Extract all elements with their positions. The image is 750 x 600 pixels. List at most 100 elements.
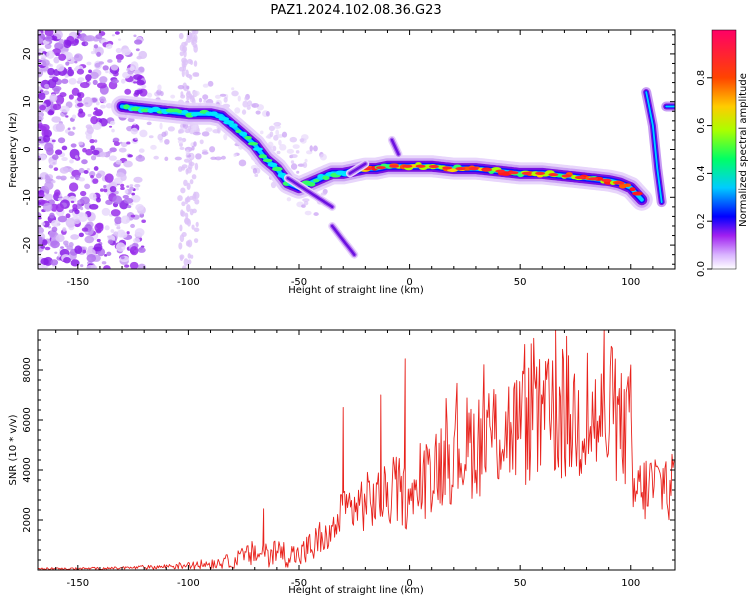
noise-speckle bbox=[120, 256, 125, 260]
ridge-blob bbox=[229, 123, 238, 128]
secondary-ridge-layer bbox=[390, 138, 400, 156]
noise-speckle bbox=[102, 65, 109, 71]
noise-speckle bbox=[129, 245, 139, 256]
noise-speckle bbox=[304, 210, 312, 216]
noise-speckle bbox=[274, 123, 279, 127]
noise-speckle bbox=[286, 197, 292, 202]
noise-speckle bbox=[207, 80, 214, 87]
noise-speckle bbox=[51, 154, 59, 160]
noise-speckle bbox=[131, 194, 141, 203]
noise-speckle bbox=[57, 137, 66, 144]
noise-speckle bbox=[268, 125, 275, 132]
noise-speckle bbox=[186, 218, 192, 227]
noise-speckle bbox=[290, 163, 298, 170]
noise-speckle bbox=[86, 167, 90, 171]
ridge-peak bbox=[588, 177, 599, 181]
noise-speckle bbox=[309, 145, 313, 152]
noise-speckle bbox=[183, 179, 188, 187]
noise-speckle bbox=[84, 183, 91, 190]
noise-speckle bbox=[223, 133, 228, 141]
noise-speckle bbox=[41, 239, 48, 246]
ridge-blob bbox=[624, 183, 632, 187]
noise-speckle bbox=[51, 139, 56, 143]
noise-speckle bbox=[275, 129, 280, 136]
noise-speckle bbox=[238, 159, 247, 167]
noise-speckle bbox=[65, 213, 71, 219]
noise-speckle bbox=[110, 64, 119, 71]
noise-speckle bbox=[105, 69, 109, 74]
noise-speckle bbox=[53, 56, 60, 64]
noise-speckle bbox=[188, 163, 193, 170]
noise-speckle bbox=[131, 192, 136, 196]
noise-speckle bbox=[39, 104, 47, 111]
noise-speckle bbox=[136, 79, 145, 86]
noise-speckle bbox=[135, 203, 145, 211]
noise-speckle bbox=[86, 126, 94, 135]
noise-speckle bbox=[68, 241, 74, 248]
ridge-peak bbox=[428, 164, 439, 169]
ridge-blob bbox=[235, 129, 242, 133]
noise-speckle bbox=[38, 48, 41, 52]
colorbar-tick-label: 0.8 bbox=[696, 70, 707, 86]
noise-speckle bbox=[177, 85, 185, 90]
noise-speckle bbox=[78, 108, 84, 114]
noise-speckle bbox=[108, 155, 117, 161]
noise-speckle bbox=[84, 235, 95, 244]
noise-speckle bbox=[92, 110, 101, 116]
noise-speckle bbox=[117, 58, 122, 63]
ridge-peak bbox=[455, 167, 466, 171]
noise-speckle bbox=[214, 156, 222, 161]
noise-speckle bbox=[112, 195, 123, 205]
noise-speckle bbox=[74, 100, 79, 104]
noise-speckle bbox=[73, 67, 79, 71]
y-tick-label: 4000 bbox=[22, 457, 33, 482]
noise-speckle bbox=[179, 44, 184, 52]
noise-speckle bbox=[181, 69, 185, 78]
x-tick-label: 100 bbox=[621, 578, 640, 589]
noise-speckle bbox=[189, 74, 193, 80]
noise-speckle bbox=[61, 78, 69, 84]
ridge-blob bbox=[258, 154, 267, 159]
x-tick-label: 0 bbox=[406, 578, 412, 589]
noise-speckle bbox=[59, 167, 69, 174]
ridge-blob bbox=[267, 162, 278, 167]
noise-speckle bbox=[85, 74, 92, 82]
noise-speckle bbox=[164, 138, 170, 145]
noise-speckle bbox=[177, 195, 183, 202]
noise-speckle bbox=[132, 74, 143, 81]
noise-speckle bbox=[110, 209, 121, 217]
noise-speckle bbox=[137, 263, 147, 269]
noise-speckle bbox=[296, 170, 300, 174]
noise-speckle bbox=[91, 97, 98, 103]
ridge-blob bbox=[252, 147, 264, 151]
noise-speckle bbox=[191, 145, 195, 151]
noise-speckle bbox=[184, 197, 189, 205]
noise-speckle bbox=[120, 78, 126, 84]
ridge-blob bbox=[313, 179, 320, 183]
spectrogram-y-label: Frequency (Hz) bbox=[8, 112, 19, 188]
noise-speckle bbox=[223, 96, 228, 103]
ridge-peak bbox=[415, 164, 426, 168]
noise-speckle bbox=[126, 185, 130, 188]
noise-speckle bbox=[130, 223, 135, 228]
noise-speckle bbox=[116, 224, 121, 227]
noise-speckle bbox=[319, 153, 327, 161]
colorbar-label: Normalized spectral amplitude bbox=[738, 73, 749, 227]
secondary-ridge-layer bbox=[348, 162, 367, 175]
noise-speckle bbox=[135, 155, 146, 162]
noise-speckle bbox=[189, 195, 194, 201]
noise-speckle bbox=[233, 153, 238, 158]
noise-speckle bbox=[64, 243, 69, 248]
noise-speckle bbox=[104, 173, 114, 183]
noise-speckle bbox=[90, 116, 98, 125]
ridge-blob bbox=[123, 104, 130, 110]
noise-speckle bbox=[38, 115, 43, 124]
colorbar-tick-label: 0.4 bbox=[696, 165, 707, 181]
noise-speckle bbox=[122, 194, 129, 199]
noise-speckle bbox=[313, 212, 319, 216]
noise-speckle bbox=[113, 141, 120, 147]
noise-speckle bbox=[109, 147, 117, 153]
noise-speckle bbox=[212, 129, 220, 134]
noise-speckle bbox=[38, 155, 41, 162]
noise-speckle bbox=[106, 251, 112, 257]
